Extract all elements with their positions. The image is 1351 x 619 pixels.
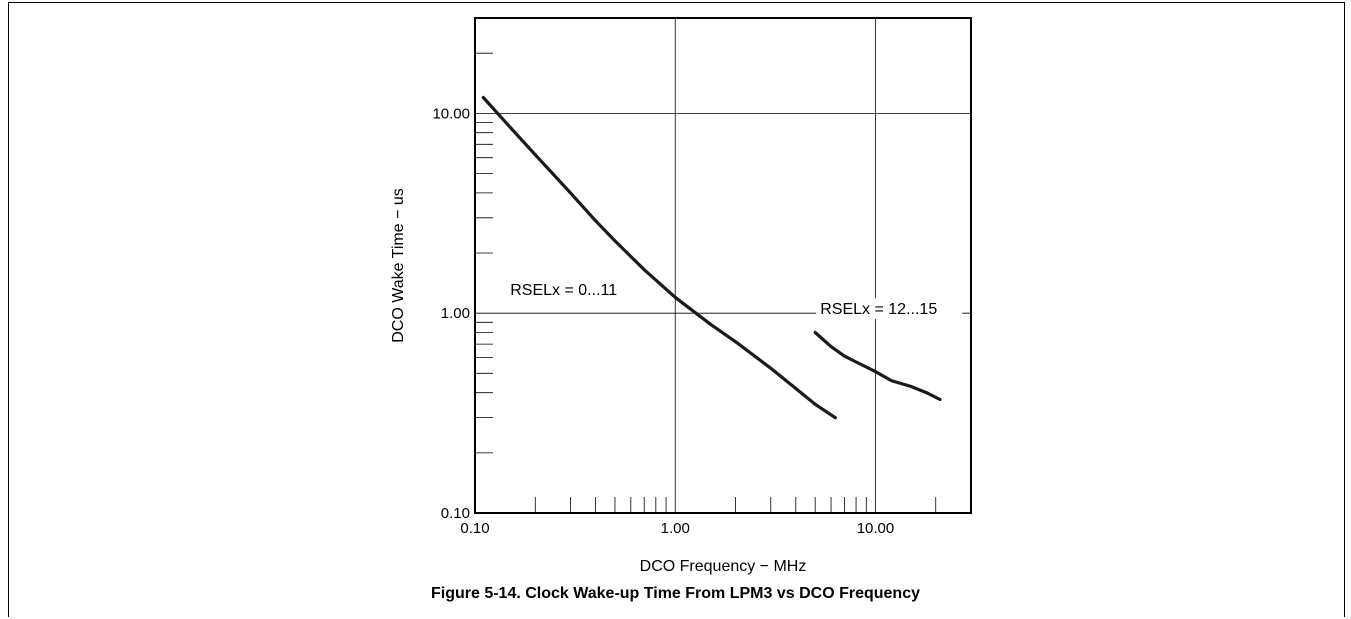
x-tick-label: 10.00 <box>857 520 895 537</box>
annotation-background <box>816 298 963 320</box>
annotation-label: RSELx = 12...15 <box>820 301 937 318</box>
x-axis-title: DCO Frequency − MHz <box>640 558 807 575</box>
y-axis-title: DCO Wake Time − us <box>390 188 407 343</box>
x-tick-label: 1.00 <box>661 520 690 537</box>
y-tick-labels: 0.10 1.00 10.00 <box>432 105 470 522</box>
grid-lines <box>475 18 971 513</box>
annotation-background <box>506 278 644 300</box>
series-line-1 <box>481 95 837 420</box>
x-tick-label: 0.10 <box>460 520 489 537</box>
figure-caption: Figure 5-14. Clock Wake-up Time From LPM… <box>430 585 920 602</box>
y-tick-label: 0.10 <box>441 505 470 522</box>
annotation-label: RSELx = 0...11 <box>510 282 617 299</box>
plot-area <box>474 17 972 514</box>
figure-frame <box>8 2 1345 617</box>
y-tick-label: 1.00 <box>441 305 470 322</box>
minor-ticks <box>475 52 937 513</box>
x-tick-labels: 0.10 1.00 10.00 <box>460 520 894 537</box>
series-line-2 <box>813 330 942 402</box>
annotations: RSELx = 0...11 RSELx = 12...15 <box>506 278 963 320</box>
y-tick-label: 10.00 <box>432 105 470 122</box>
series-lines <box>481 95 942 420</box>
